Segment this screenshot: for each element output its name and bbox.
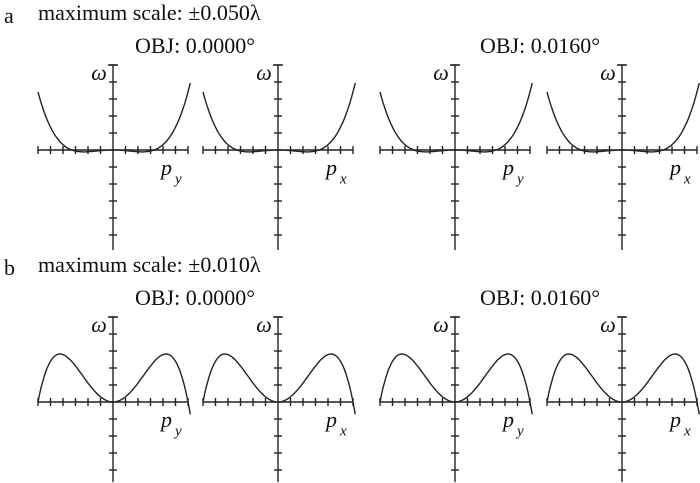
curve xyxy=(202,353,356,415)
x-axis-label: p xyxy=(159,155,172,180)
x-axis-label: p xyxy=(324,155,337,180)
curve xyxy=(546,82,700,153)
y-axis-label: ω xyxy=(433,60,449,85)
curve xyxy=(546,353,700,415)
group-title: OBJ: 0.0000° xyxy=(135,285,255,310)
y-axis-label: ω xyxy=(91,312,107,337)
x-axis-subscript: x xyxy=(683,423,691,439)
x-axis-label: p xyxy=(668,407,681,432)
x-axis-subscript: x xyxy=(339,423,347,439)
y-axis-label: ω xyxy=(600,312,616,337)
panel-label: b xyxy=(4,255,15,280)
x-axis-subscript: y xyxy=(173,171,182,187)
y-axis-label: ω xyxy=(256,60,272,85)
x-axis-label: p xyxy=(501,407,514,432)
x-axis-label: p xyxy=(324,407,337,432)
curve xyxy=(202,82,356,153)
x-axis-subscript: y xyxy=(173,423,182,439)
panel-label: a xyxy=(4,3,14,28)
y-axis-label: ω xyxy=(600,60,616,85)
group-title: OBJ: 0.0160° xyxy=(480,285,600,310)
scale-text: maximum scale: ±0.050λ xyxy=(38,0,261,25)
x-axis-subscript: x xyxy=(683,171,691,187)
x-axis-label: p xyxy=(668,155,681,180)
x-axis-subscript: x xyxy=(339,171,347,187)
curve xyxy=(37,82,191,153)
x-axis-subscript: y xyxy=(515,423,524,439)
group-title: OBJ: 0.0000° xyxy=(135,33,255,58)
y-axis-label: ω xyxy=(91,60,107,85)
curve xyxy=(379,82,533,153)
y-axis-label: ω xyxy=(433,312,449,337)
y-axis-label: ω xyxy=(256,312,272,337)
group-title: OBJ: 0.0160° xyxy=(480,33,600,58)
scale-text: maximum scale: ±0.010λ xyxy=(38,252,261,277)
curve xyxy=(37,353,191,415)
x-axis-label: p xyxy=(159,407,172,432)
x-axis-label: p xyxy=(501,155,514,180)
x-axis-subscript: y xyxy=(515,171,524,187)
curve xyxy=(379,353,533,415)
